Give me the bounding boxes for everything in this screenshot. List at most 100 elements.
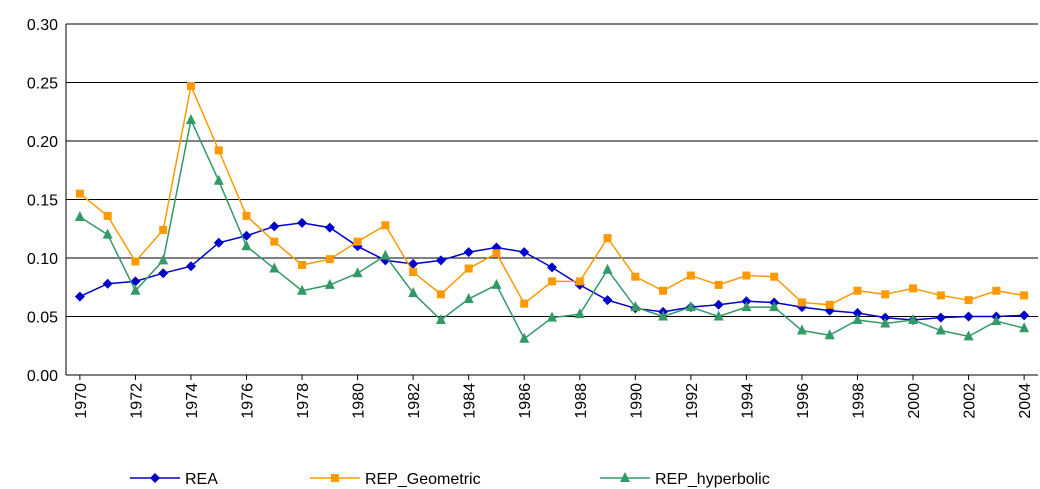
marker <box>185 113 196 124</box>
marker <box>297 284 308 295</box>
marker <box>602 263 613 274</box>
marker <box>241 240 252 251</box>
marker <box>158 268 169 279</box>
legend-label: REP_hyperbolic <box>655 471 770 488</box>
marker <box>1020 291 1029 300</box>
marker <box>630 301 641 312</box>
x-tick-label: 1984 <box>462 383 479 419</box>
x-tick-label: 1996 <box>795 383 812 419</box>
x-tick-label: 2002 <box>962 383 979 419</box>
marker <box>102 278 113 289</box>
marker <box>1019 310 1030 321</box>
marker <box>130 276 141 287</box>
marker <box>270 237 279 246</box>
marker <box>548 277 556 286</box>
marker <box>298 261 307 270</box>
marker <box>935 324 946 335</box>
marker <box>464 264 473 273</box>
marker <box>575 277 584 286</box>
x-tick-label: 1972 <box>128 383 145 419</box>
marker <box>908 314 919 325</box>
marker <box>103 211 112 220</box>
marker <box>353 237 362 246</box>
x-tick-label: 1978 <box>295 383 312 419</box>
marker <box>796 324 807 335</box>
marker <box>352 267 363 278</box>
marker <box>992 286 1001 295</box>
marker <box>520 299 529 308</box>
marker <box>269 221 280 232</box>
marker <box>991 315 1002 326</box>
marker <box>659 286 668 295</box>
marker <box>435 314 446 325</box>
marker <box>881 290 890 299</box>
marker <box>75 189 84 198</box>
marker <box>324 222 335 233</box>
marker <box>150 473 160 483</box>
y-tick-label: 0.20 <box>27 134 58 151</box>
marker <box>331 474 339 482</box>
x-tick-label: 1994 <box>739 383 756 419</box>
marker <box>185 261 196 272</box>
marker <box>964 296 973 305</box>
marker <box>435 255 446 266</box>
marker <box>574 308 585 319</box>
x-tick-label: 1976 <box>240 383 257 419</box>
marker <box>74 291 85 302</box>
marker <box>742 271 751 280</box>
marker <box>936 291 945 300</box>
marker <box>492 249 501 258</box>
x-tick-label: 1970 <box>73 383 90 419</box>
marker <box>130 284 141 295</box>
legend-label: REA <box>185 471 218 488</box>
marker <box>825 300 834 309</box>
legend-label: REP_Geometric <box>365 471 481 488</box>
marker <box>381 221 390 230</box>
marker <box>436 290 445 299</box>
x-tick-label: 1974 <box>184 383 201 419</box>
marker <box>214 146 223 155</box>
y-tick-label: 0.05 <box>27 310 58 327</box>
marker <box>269 262 280 273</box>
marker <box>602 295 613 306</box>
marker <box>519 332 530 343</box>
marker <box>242 211 251 220</box>
marker <box>686 271 695 280</box>
marker <box>713 299 724 310</box>
marker <box>963 330 974 341</box>
marker <box>519 247 530 258</box>
marker <box>380 249 391 260</box>
x-tick-label: 1990 <box>628 383 645 419</box>
y-tick-label: 0.10 <box>27 251 58 268</box>
marker <box>713 310 724 321</box>
x-tick-label: 2004 <box>1017 383 1034 419</box>
marker <box>852 307 863 318</box>
marker <box>213 174 224 185</box>
marker <box>547 311 557 322</box>
marker <box>547 262 557 273</box>
marker <box>409 268 418 277</box>
y-tick-label: 0.15 <box>27 193 58 210</box>
marker <box>909 284 918 293</box>
marker <box>853 286 862 295</box>
marker <box>741 301 752 312</box>
marker <box>408 287 419 298</box>
marker <box>463 247 474 258</box>
marker <box>463 292 474 303</box>
marker <box>935 312 946 323</box>
marker <box>102 228 113 239</box>
marker <box>324 278 335 289</box>
y-tick-label: 0.00 <box>27 368 58 385</box>
marker <box>603 234 612 243</box>
marker <box>186 82 195 91</box>
x-tick-label: 1986 <box>517 383 534 419</box>
x-tick-label: 1982 <box>406 383 423 419</box>
x-tick-label: 1980 <box>351 383 368 419</box>
marker <box>797 298 806 307</box>
marker <box>241 230 252 241</box>
marker <box>880 317 891 328</box>
marker <box>213 237 224 248</box>
x-tick-label: 1998 <box>850 383 867 419</box>
marker <box>770 272 779 281</box>
